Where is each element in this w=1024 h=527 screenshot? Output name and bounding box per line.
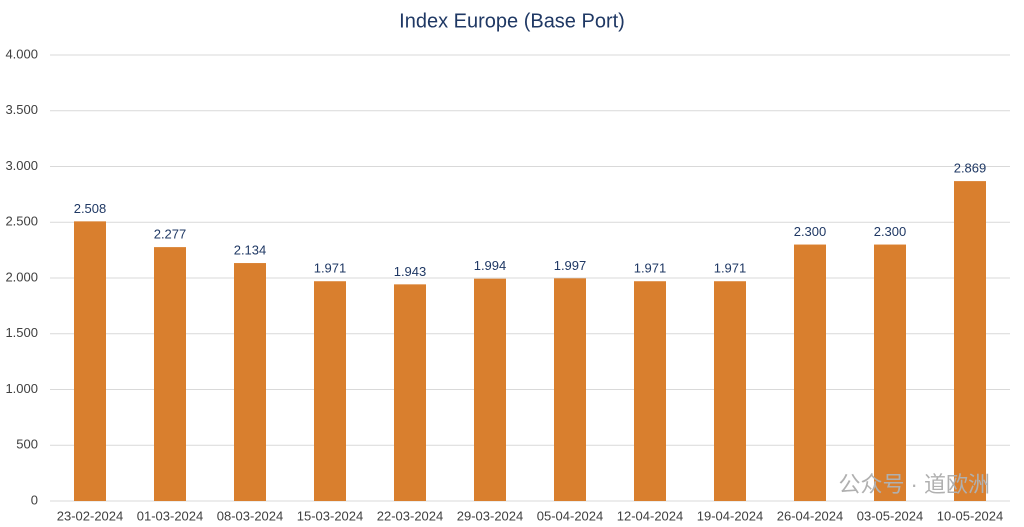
- bar: [554, 278, 586, 501]
- y-tick-label: 2.500: [5, 214, 38, 229]
- value-label: 2.508: [74, 201, 107, 216]
- value-label: 1.971: [314, 261, 347, 276]
- value-label: 1.943: [394, 264, 427, 279]
- bar: [314, 281, 346, 501]
- x-tick-label: 15-03-2024: [297, 508, 364, 523]
- bar: [714, 281, 746, 501]
- bar: [74, 221, 106, 501]
- value-label: 1.994: [474, 258, 507, 273]
- x-tick-label: 05-04-2024: [537, 508, 604, 523]
- bar: [474, 278, 506, 501]
- bar: [234, 263, 266, 501]
- bar: [954, 181, 986, 501]
- value-label: 2.134: [234, 242, 267, 257]
- y-tick-label: 3.000: [5, 158, 38, 173]
- x-tick-label: 22-03-2024: [377, 508, 444, 523]
- x-tick-label: 03-05-2024: [857, 508, 924, 523]
- bar: [154, 247, 186, 501]
- y-tick-label: 1.500: [5, 325, 38, 340]
- y-tick-label: 0: [31, 492, 38, 507]
- bar: [634, 281, 666, 501]
- x-tick-label: 01-03-2024: [137, 508, 204, 523]
- value-label: 2.277: [154, 227, 187, 242]
- x-tick-label: 23-02-2024: [57, 508, 124, 523]
- y-tick-label: 2.000: [5, 269, 38, 284]
- value-label: 2.300: [794, 224, 827, 239]
- value-label: 1.997: [554, 258, 587, 273]
- x-tick-label: 08-03-2024: [217, 508, 284, 523]
- chart-title: Index Europe (Base Port): [399, 10, 625, 32]
- value-label: 1.971: [714, 261, 747, 276]
- x-tick-label: 26-04-2024: [777, 508, 844, 523]
- watermark: 公众号 · 道欧洲: [838, 472, 990, 497]
- value-label: 2.300: [874, 224, 907, 239]
- y-tick-label: 500: [16, 437, 38, 452]
- bar: [794, 244, 826, 502]
- y-tick-label: 1.000: [5, 381, 38, 396]
- value-label: 2.869: [954, 161, 987, 176]
- bar: [394, 284, 426, 501]
- x-tick-label: 19-04-2024: [697, 508, 764, 523]
- value-label: 1.971: [634, 261, 667, 276]
- x-tick-label: 29-03-2024: [457, 508, 524, 523]
- y-tick-label: 3.500: [5, 102, 38, 117]
- bar: [874, 244, 906, 502]
- x-tick-label: 10-05-2024: [937, 508, 1004, 523]
- y-tick-label: 4.000: [5, 46, 38, 61]
- x-tick-label: 12-04-2024: [617, 508, 684, 523]
